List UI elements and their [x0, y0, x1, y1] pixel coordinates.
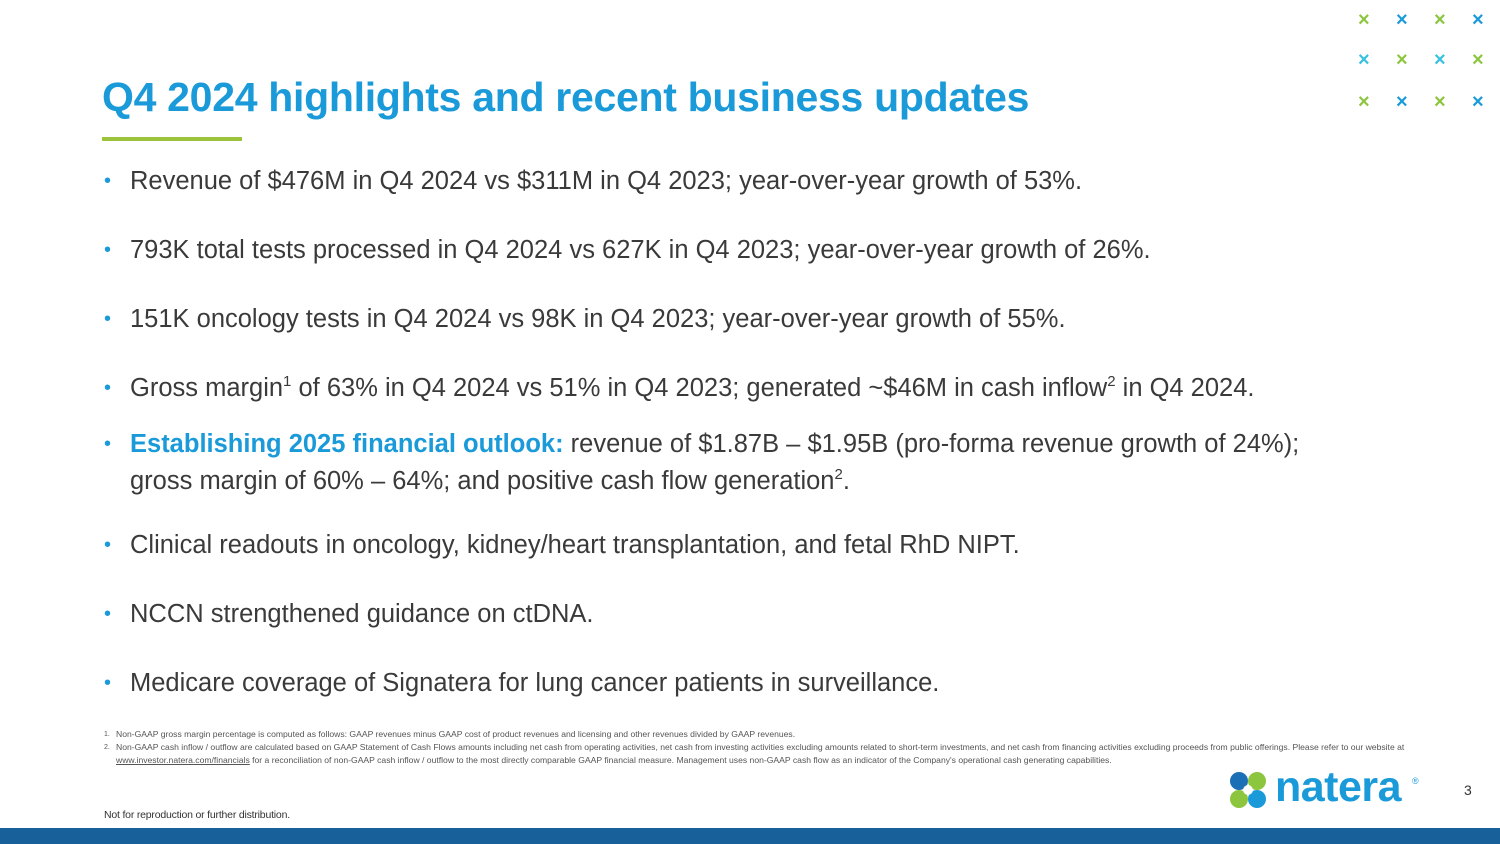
natera-logo: natera ®: [1226, 763, 1426, 814]
bullet-dot-icon: •: [104, 433, 112, 455]
x-mark-icon: ×: [1472, 9, 1484, 31]
title-underline: [102, 137, 242, 141]
bullet-text: Clinical readouts in oncology, kidney/he…: [130, 531, 1020, 559]
footnote-1: 1. Non-GAAP gross margin percentage is c…: [104, 728, 1429, 741]
x-mark-icon: ×: [1472, 49, 1484, 71]
x-mark-icon: ×: [1434, 91, 1446, 113]
registered-mark: ®: [1412, 776, 1419, 786]
x-mark-icon: ×: [1434, 9, 1446, 31]
bullet-dot-icon: •: [104, 672, 112, 694]
slide-title: Q4 2024 highlights and recent business u…: [102, 74, 1030, 120]
footnote-2: 2. Non-GAAP cash inflow / outflow are ca…: [104, 741, 1429, 767]
bullet-text: 151K oncology tests in Q4 2024 vs 98K in…: [130, 305, 1066, 333]
logo-wordmark: natera: [1275, 763, 1402, 811]
footnote-text: Non-GAAP gross margin percentage is comp…: [116, 729, 796, 739]
x-mark-icon: ×: [1358, 49, 1370, 71]
investor-financials-link[interactable]: www.investor.natera.com/financials: [116, 755, 250, 765]
bullet-dot-icon: •: [104, 534, 112, 556]
footnote-ref: 2: [1107, 373, 1116, 390]
footnotes: 1. Non-GAAP gross margin percentage is c…: [104, 728, 1429, 767]
bullet-dot-icon: •: [104, 170, 112, 192]
disclaimer: Not for reproduction or further distribu…: [104, 809, 290, 821]
footnote-text: Non-GAAP cash inflow / outflow are calcu…: [116, 742, 1405, 765]
footnote-number: 2.: [104, 744, 110, 751]
bullet-text: NCCN strengthened guidance on ctDNA.: [130, 600, 594, 628]
bullet-text: Revenue of $476M in Q4 2024 vs $311M in …: [130, 167, 1083, 195]
bullet-text: Medicare coverage of Signatera for lung …: [130, 669, 940, 697]
x-mark-icon: ×: [1472, 91, 1484, 113]
bullet-dot-icon: •: [104, 603, 112, 625]
bullet-text: Gross margin1 of 63% in Q4 2024 vs 51% i…: [130, 373, 1255, 402]
bullet-text: 793K total tests processed in Q4 2024 vs…: [130, 236, 1151, 264]
outlook-highlight: Establishing 2025 financial outlook:: [130, 430, 564, 458]
page-number: 3: [1464, 782, 1472, 798]
x-mark-icon: ×: [1358, 9, 1370, 31]
footnote-number: 1.: [104, 731, 110, 738]
x-mark-icon: ×: [1396, 91, 1408, 113]
footer-bar: [0, 828, 1500, 844]
bullet-dot-icon: •: [104, 239, 112, 261]
bullet-dot-icon: •: [104, 308, 112, 330]
footnote-ref: 1: [283, 373, 292, 390]
footnote-ref: 2: [834, 466, 843, 483]
bullet-dot-icon: •: [104, 377, 112, 399]
natera-logo-icon: [1230, 772, 1266, 808]
bullet-text: Establishing 2025 financial outlook: rev…: [130, 430, 1300, 495]
x-pattern-decoration: × × × × × × × × × × × ×: [1352, 8, 1497, 118]
x-mark-icon: ×: [1396, 9, 1408, 31]
x-mark-icon: ×: [1358, 91, 1370, 113]
x-mark-icon: ×: [1396, 49, 1408, 71]
x-mark-icon: ×: [1434, 49, 1446, 71]
